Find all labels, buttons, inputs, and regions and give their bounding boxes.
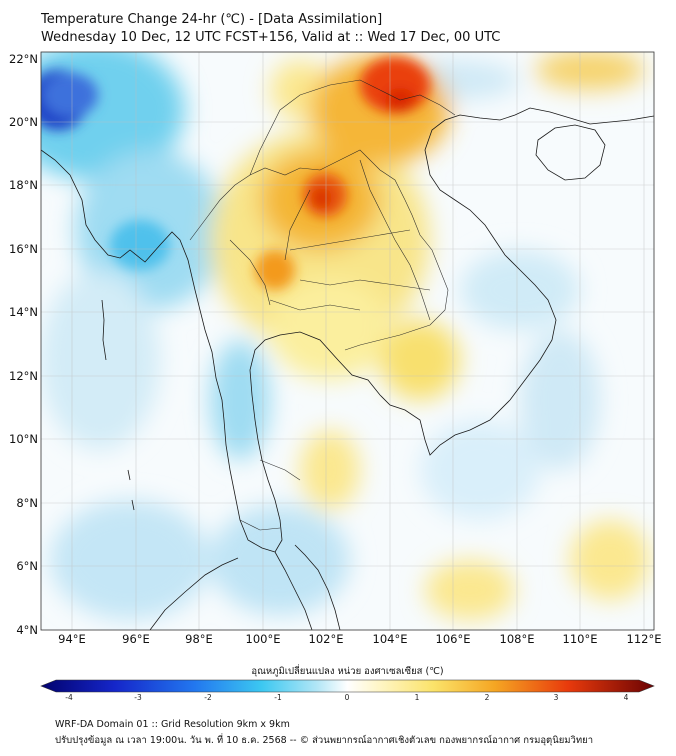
sumatra-coast <box>149 557 239 630</box>
map-subtitle: Wednesday 10 Dec, 12 UTC FCST+156, Valid… <box>41 30 501 45</box>
thai-gulf-coast <box>249 107 654 553</box>
borders <box>189 79 456 531</box>
myanmar-coast <box>41 149 276 553</box>
andaman-islands <box>101 299 107 361</box>
lon-tick-110: 110°E <box>563 632 598 646</box>
footer-credit: ปรับปรุงข้อมูล ณ เวลา 19:00น. วัน พ. ที่… <box>55 735 594 746</box>
cb-tick-2: 2 <box>485 693 490 702</box>
map-title: Temperature Change 24-hr (℃) - [Data Ass… <box>41 12 383 27</box>
lon-tick-94: 94°E <box>58 632 86 646</box>
cb-tick-neg1: -1 <box>274 693 282 702</box>
lat-tick-20: 20°N <box>9 115 38 129</box>
hainan-coast <box>535 124 606 181</box>
gridlines <box>41 52 654 630</box>
lat-tick-6: 6°N <box>16 559 38 573</box>
coastlines <box>41 107 654 630</box>
cb-tick-neg2: -2 <box>204 693 212 702</box>
lat-tick-12: 12°N <box>9 369 38 383</box>
temperature-field <box>41 52 654 630</box>
footer-model-info: WRF-DA Domain 01 :: Grid Resolution 9km … <box>55 719 290 730</box>
lat-tick-4: 4°N <box>16 623 38 637</box>
lon-tick-108: 108°E <box>500 632 535 646</box>
lat-tick-8: 8°N <box>16 496 38 510</box>
colorbar: -4 -3 -2 -1 0 1 2 3 4 <box>40 679 655 702</box>
cb-tick-4: 4 <box>624 693 629 702</box>
lon-tick-100: 100°E <box>246 632 281 646</box>
malay-coast <box>274 551 313 630</box>
cb-tick-1: 1 <box>415 693 420 702</box>
lat-tick-18: 18°N <box>9 178 38 192</box>
cb-tick-neg4: -4 <box>65 693 73 702</box>
malay-east-coast <box>294 544 341 630</box>
colorbar-label: อุณหภูมิเปลี่ยนแปลง หน่วย องศาเซลเซียส (… <box>251 666 444 677</box>
lon-tick-96: 96°E <box>122 632 150 646</box>
lat-tick-22: 22°N <box>9 52 38 66</box>
cb-tick-0: 0 <box>345 693 350 702</box>
cb-tick-3: 3 <box>554 693 559 702</box>
nicobar-islands <box>127 469 135 511</box>
lon-tick-112: 112°E <box>627 632 662 646</box>
cb-tick-neg3: -3 <box>134 693 142 702</box>
lon-tick-106: 106°E <box>436 632 471 646</box>
lon-tick-104: 104°E <box>373 632 408 646</box>
lat-tick-10: 10°N <box>9 432 38 446</box>
lon-tick-102: 102°E <box>309 632 344 646</box>
lat-tick-16: 16°N <box>9 242 38 256</box>
lat-tick-14: 14°N <box>9 305 38 319</box>
lon-tick-98: 98°E <box>185 632 213 646</box>
